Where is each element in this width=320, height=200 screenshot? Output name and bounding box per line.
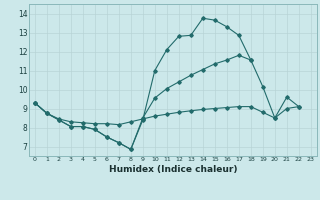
X-axis label: Humidex (Indice chaleur): Humidex (Indice chaleur) (108, 165, 237, 174)
